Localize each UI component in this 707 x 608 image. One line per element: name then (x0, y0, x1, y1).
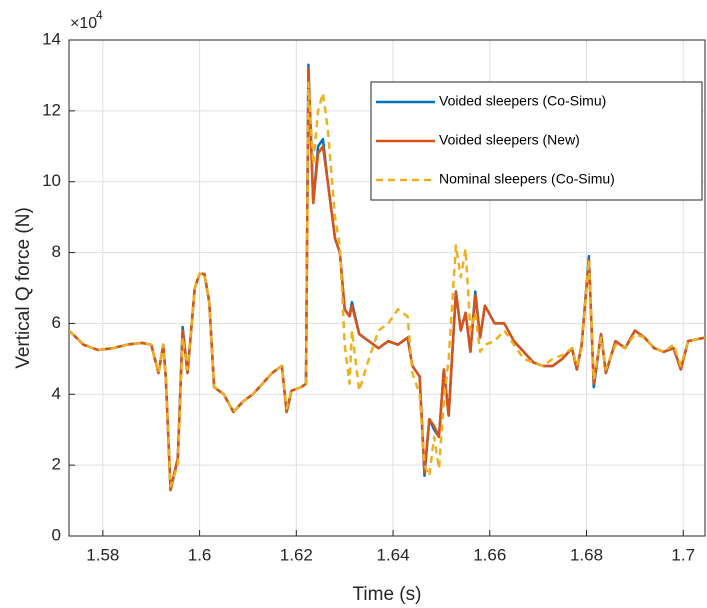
x-axis-label: Time (s) (353, 584, 422, 605)
x-tick-label: 1.62 (280, 545, 313, 564)
y-tick-label: 14 (42, 29, 61, 48)
x-tick-label: 1.7 (671, 545, 695, 564)
y-tick-label: 4 (52, 384, 61, 403)
y-tick-label: 6 (52, 313, 61, 332)
legend-label: Nominal sleepers (Co-Simu) (439, 171, 615, 187)
plot-frame (68, 39, 706, 537)
x-tick-label: 1.66 (473, 545, 506, 564)
plot-area (69, 63, 705, 492)
x-tick-label: 1.6 (188, 545, 212, 564)
legend-label: Voided sleepers (New) (439, 132, 580, 148)
x-tick-label: 1.64 (376, 545, 409, 564)
y-tick-label: 12 (42, 100, 61, 119)
y-tick-label: 0 (52, 525, 61, 544)
y-multiplier-exponent: 4 (96, 8, 103, 22)
x-tick-label: 1.58 (86, 545, 119, 564)
y-axis-label: Vertical Q force (N) (13, 207, 34, 369)
y-tick-label: 8 (52, 242, 61, 261)
y-multiplier: ×10 (70, 15, 97, 32)
legend: Voided sleepers (Co-Simu) Voided sleepers… (370, 81, 703, 201)
y-tick-label: 2 (52, 455, 61, 474)
legend-label: Voided sleepers (Co-Simu) (439, 93, 606, 109)
y-tick-label: 10 (42, 171, 61, 190)
x-tick-label: 1.68 (570, 545, 603, 564)
series-line (69, 81, 705, 488)
